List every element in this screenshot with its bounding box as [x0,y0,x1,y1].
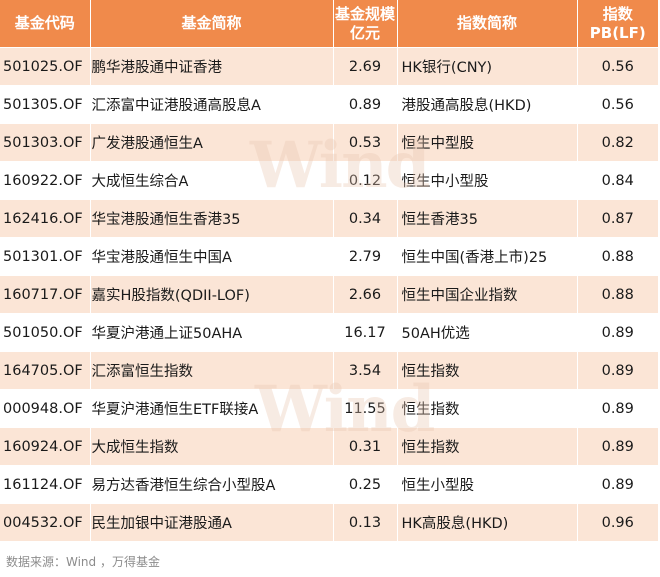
fund-code-cell: 501305.OF [0,85,91,124]
fund-size-cell: 0.25 [333,465,398,504]
fund-code-cell: 162416.OF [0,199,91,238]
index-name-cell: 恒生指数 [397,427,578,466]
table-row: 501301.OF 华宝港股通恒生中国A 2.79 恒生中国(香港上市)25 0.88 [0,237,658,276]
fund-name-cell: 华夏沪港通恒生ETF联接A [90,389,334,428]
fund-size-cell: 3.54 [333,351,398,390]
fund-code-cell: 000948.OF [0,389,91,428]
fund-code-cell: 004532.OF [0,503,91,541]
table-row: 160922.OF 大成恒生综合A 0.12 恒生中小型股 0.84 [0,161,658,200]
fund-table: 基金代码 基金简称 基金规模 亿元 指数简称 指数 PB(LF) 501025.… [0,0,658,541]
table-row: 501050.OF 华夏沪港通上证50AHA 16.17 50AH优选 0.89 [0,313,658,352]
fund-size-cell: 2.66 [333,275,398,314]
index-name-cell: 恒生中国企业指数 [397,275,578,314]
fund-size-cell: 0.53 [333,123,398,162]
fund-code-cell: 160922.OF [0,161,91,200]
index-pb-cell: 0.56 [577,47,658,86]
fund-code-cell: 161124.OF [0,465,91,504]
index-pb-cell: 0.89 [577,389,658,428]
fund-size-cell: 0.89 [333,85,398,124]
index-pb-cell: 0.88 [577,275,658,314]
table-row: 501303.OF 广发港股通恒生A 0.53 恒生中型股 0.82 [0,123,658,162]
header-index-pb-line2: PB(LF) [589,23,646,42]
header-fund-size-line1: 基金规模 [334,4,395,23]
index-name-cell: 港股通高股息(HKD) [397,85,578,124]
index-name-cell: 恒生小型股 [397,465,578,504]
source-note: 数据来源：Wind ，万得基金 [6,555,160,569]
fund-code-cell: 160717.OF [0,275,91,314]
fund-name-cell: 广发港股通恒生A [90,123,334,162]
index-pb-cell: 0.84 [577,161,658,200]
fund-name-cell: 华宝港股通恒生香港35 [90,199,334,238]
fund-code-cell: 160924.OF [0,427,91,466]
fund-name-cell: 华宝港股通恒生中国A [90,237,334,276]
table-row: 161124.OF 易方达香港恒生综合小型股A 0.25 恒生小型股 0.89 [0,465,658,504]
fund-code-cell: 501301.OF [0,237,91,276]
fund-name-cell: 华夏沪港通上证50AHA [90,313,334,352]
header-row: 基金代码 基金简称 基金规模 亿元 指数简称 指数 PB(LF) [0,0,658,48]
fund-size-cell: 16.17 [333,313,398,352]
index-name-cell: 恒生中小型股 [397,161,578,200]
index-name-cell: 恒生指数 [397,389,578,428]
header-fund-name: 基金简称 [90,0,334,48]
fund-name-cell: 大成恒生指数 [90,427,334,466]
index-name-cell: 恒生香港35 [397,199,578,238]
fund-size-cell: 2.69 [333,47,398,86]
table-row: 164705.OF 汇添富恒生指数 3.54 恒生指数 0.89 [0,351,658,390]
fund-size-cell: 0.31 [333,427,398,466]
header-index-pb-line1: 指数 [602,4,633,23]
fund-name-cell: 汇添富中证港股通高股息A [90,85,334,124]
index-pb-cell: 0.87 [577,199,658,238]
fund-name-cell: 汇添富恒生指数 [90,351,334,390]
table-row: 501305.OF 汇添富中证港股通高股息A 0.89 港股通高股息(HKD) 0.56 [0,85,658,124]
fund-size-cell: 0.12 [333,161,398,200]
index-pb-cell: 0.88 [577,237,658,276]
table-row: 160924.OF 大成恒生指数 0.31 恒生指数 0.89 [0,427,658,466]
fund-code-cell: 164705.OF [0,351,91,390]
fund-code-cell: 501303.OF [0,123,91,162]
index-name-cell: HK银行(CNY) [397,47,578,86]
header-index-pb: 指数 PB(LF) [577,0,658,48]
fund-name-cell: 嘉实H股指数(QDII-LOF) [90,275,334,314]
header-fund-code: 基金代码 [0,0,91,48]
fund-size-cell: 0.13 [333,503,398,541]
table-row: 160717.OF 嘉实H股指数(QDII-LOF) 2.66 恒生中国企业指数 0.8… [0,275,658,314]
index-name-cell: 50AH优选 [397,313,578,352]
table-body: 501025.OF 鹏华港股通中证香港 2.69 HK银行(CNY) 0.56 50130… [0,47,658,541]
index-pb-cell: 0.96 [577,503,658,541]
fund-code-cell: 501025.OF [0,47,91,86]
fund-size-cell: 2.79 [333,237,398,276]
fund-size-cell: 11.55 [333,389,398,428]
header-index-name: 指数简称 [397,0,578,48]
fund-name-cell: 鹏华港股通中证香港 [90,47,334,86]
index-name-cell: HK高股息(HKD) [397,503,578,541]
fund-name-cell: 大成恒生综合A [90,161,334,200]
index-name-cell: 恒生中国(香港上市)25 [397,237,578,276]
index-name-cell: 恒生指数 [397,351,578,390]
fund-name-cell: 易方达香港恒生综合小型股A [90,465,334,504]
table-row: 000948.OF 华夏沪港通恒生ETF联接A 11.55 恒生指数 0.89 [0,389,658,428]
index-pb-cell: 0.89 [577,465,658,504]
table-row: 501025.OF 鹏华港股通中证香港 2.69 HK银行(CNY) 0.56 [0,47,658,86]
header-fund-size-line2: 亿元 [349,23,380,42]
fund-code-cell: 501050.OF [0,313,91,352]
fund-name-cell: 民生加银中证港股通A [90,503,334,541]
table-row: 162416.OF 华宝港股通恒生香港35 0.34 恒生香港35 0.87 [0,199,658,238]
index-name-cell: 恒生中型股 [397,123,578,162]
fund-size-cell: 0.34 [333,199,398,238]
index-pb-cell: 0.89 [577,351,658,390]
index-pb-cell: 0.89 [577,313,658,352]
table-row: 004532.OF 民生加银中证港股通A 0.13 HK高股息(HKD) 0.96 [0,503,658,541]
index-pb-cell: 0.89 [577,427,658,466]
index-pb-cell: 0.82 [577,123,658,162]
header-fund-size: 基金规模 亿元 [333,0,398,48]
index-pb-cell: 0.56 [577,85,658,124]
